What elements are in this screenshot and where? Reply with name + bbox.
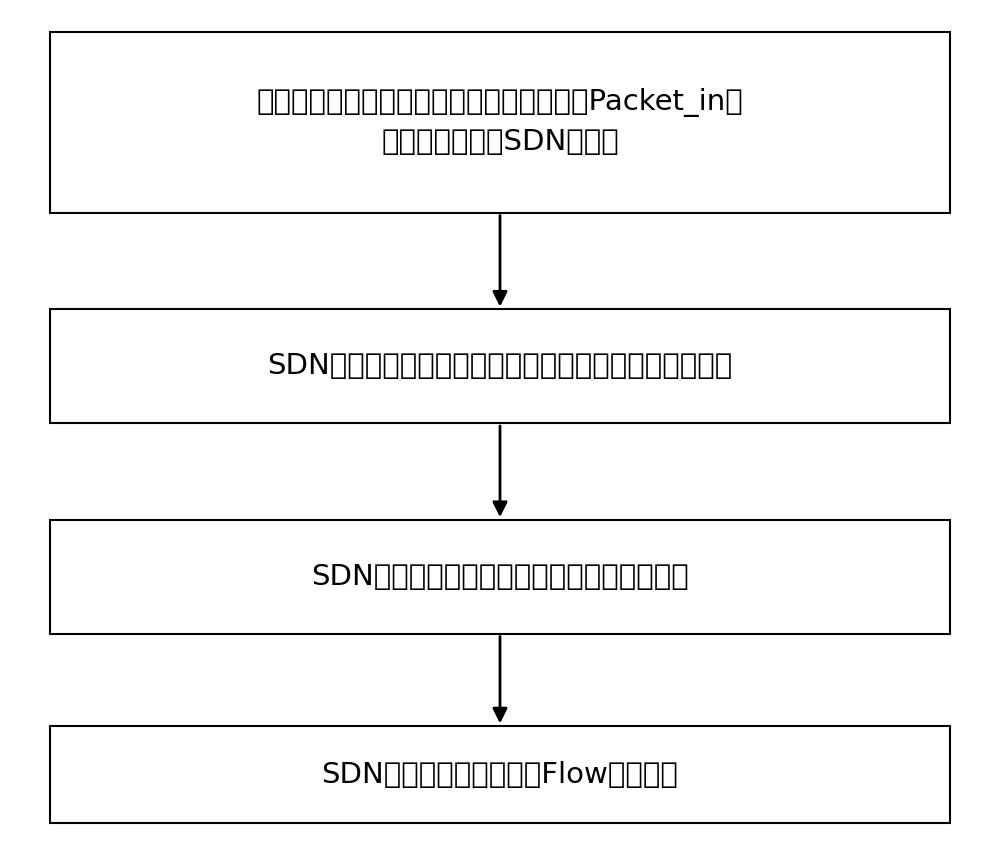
Text: 交换机收到数据包，由于无匹配流表，使用Packet_in消
息上送数据包到SDN控制器: 交换机收到数据包，由于无匹配流表，使用Packet_in消 息上送数据包到SDN…	[257, 88, 743, 156]
Bar	[50, 520, 950, 633]
Text: SDN控制器南向接口收到Flow流表消息: SDN控制器南向接口收到Flow流表消息	[322, 760, 678, 789]
Text: SDN控制器通过南向接口协议模块将流表下发: SDN控制器通过南向接口协议模块将流表下发	[311, 562, 689, 591]
Bar	[50, 726, 950, 823]
Bar	[50, 310, 950, 424]
Bar	[50, 31, 950, 212]
Text: SDN控制器收到数据包，根据与配置策略和规则生成流表: SDN控制器收到数据包，根据与配置策略和规则生成流表	[267, 352, 733, 381]
